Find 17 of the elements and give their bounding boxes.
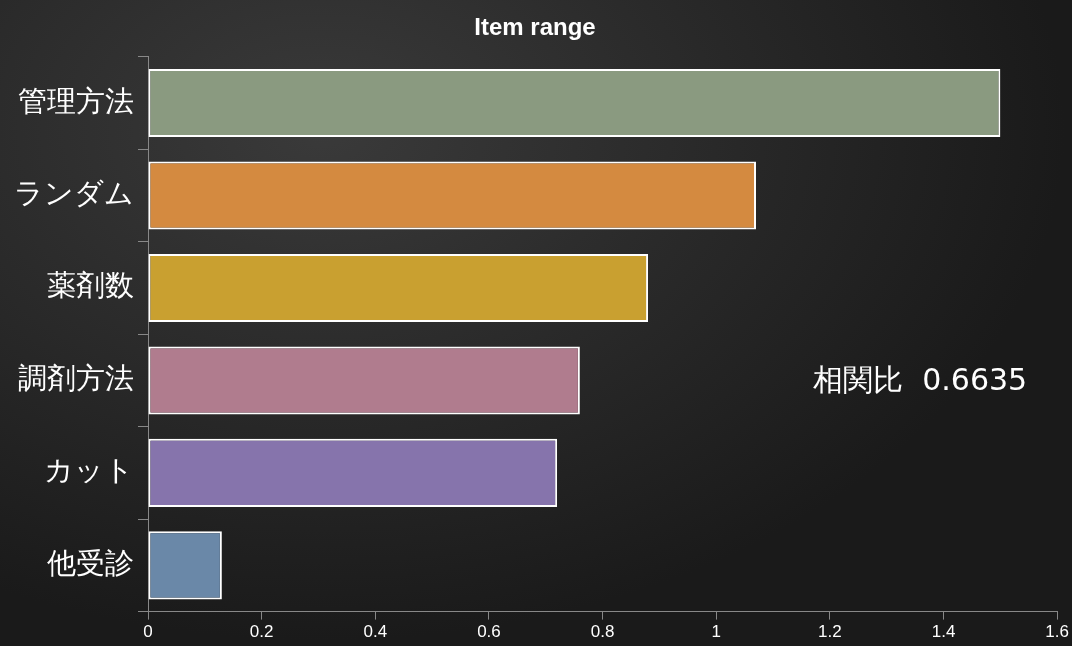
x-tick-label: 1 bbox=[711, 622, 721, 642]
x-tick-label: 1.2 bbox=[818, 622, 842, 642]
x-tick-label: 0.2 bbox=[249, 622, 274, 642]
x-tick-label: 0.6 bbox=[477, 622, 501, 642]
annotation: 相関比 0.6635 bbox=[813, 361, 1028, 397]
x-tick-label: 0.8 bbox=[590, 622, 615, 642]
x-tick-label: 0 bbox=[143, 622, 153, 642]
y-tick-label: ランダム bbox=[14, 176, 134, 211]
y-tick-label: 管理方法 bbox=[18, 83, 134, 118]
chart-title: Item range bbox=[474, 13, 596, 41]
x-tick-label: 1.4 bbox=[931, 622, 956, 642]
x-tick-label: 1.6 bbox=[1045, 622, 1069, 642]
x-tick-label: 0.4 bbox=[363, 622, 388, 642]
y-tick-label: 薬剤数 bbox=[47, 268, 134, 303]
y-tick-label: カット bbox=[44, 453, 134, 488]
y-tick-label: 調剤方法 bbox=[18, 360, 134, 395]
y-tick-label: 他受診 bbox=[47, 545, 134, 580]
